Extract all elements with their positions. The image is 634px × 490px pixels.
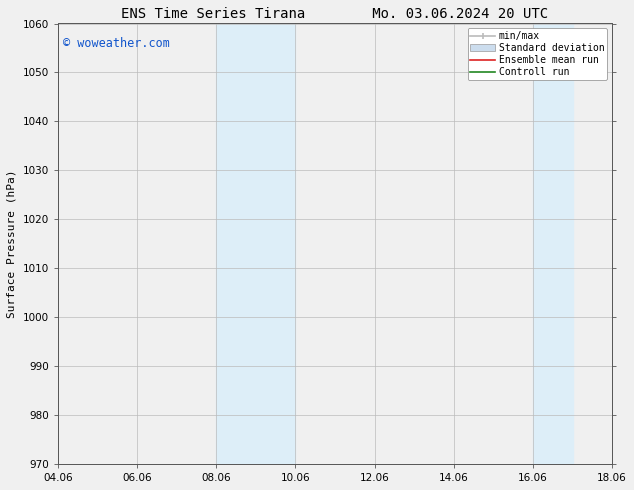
Text: © woweather.com: © woweather.com bbox=[63, 37, 170, 49]
Bar bbox=[533, 24, 573, 464]
Y-axis label: Surface Pressure (hPa): Surface Pressure (hPa) bbox=[7, 170, 17, 318]
Legend: min/max, Standard deviation, Ensemble mean run, Controll run: min/max, Standard deviation, Ensemble me… bbox=[467, 28, 607, 80]
Title: ENS Time Series Tirana        Mo. 03.06.2024 20 UTC: ENS Time Series Tirana Mo. 03.06.2024 20… bbox=[122, 7, 548, 21]
Bar bbox=[216, 24, 295, 464]
